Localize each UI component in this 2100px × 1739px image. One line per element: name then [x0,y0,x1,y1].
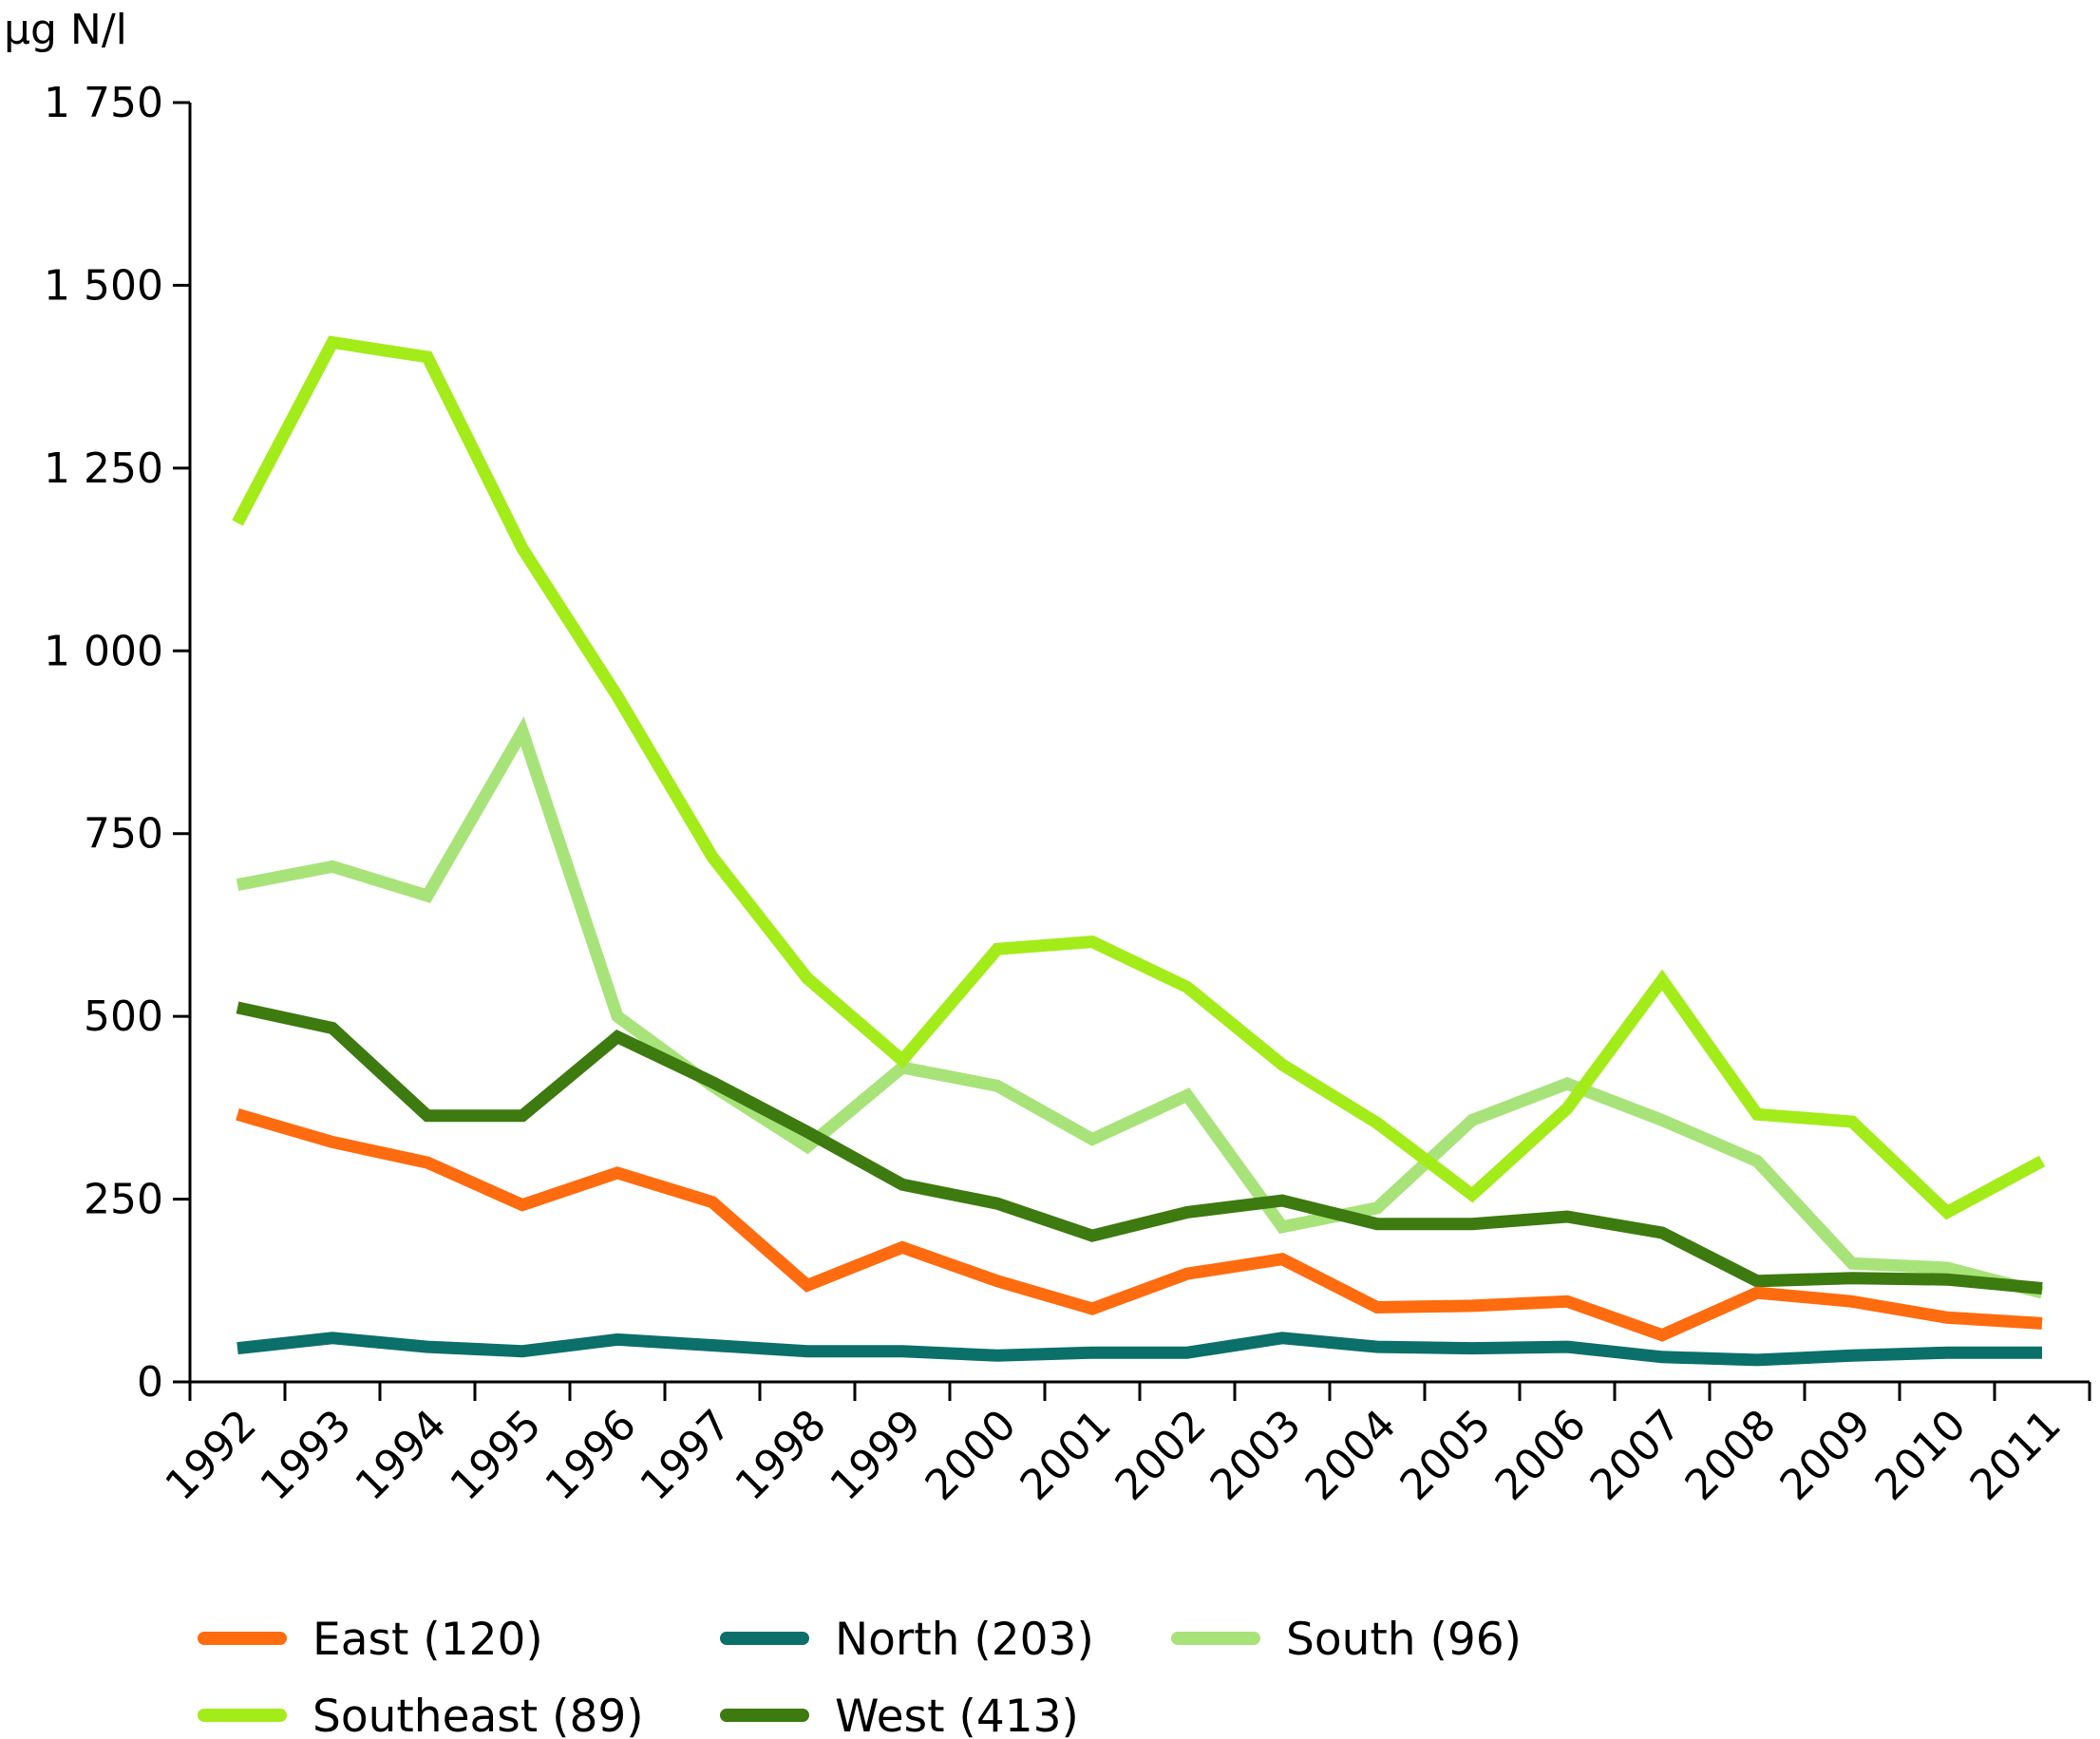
y-axis-title: µg N/l [4,6,127,54]
x-tick-label: 1993 [252,1401,361,1510]
x-tick-label: 1996 [537,1401,646,1510]
y-tick-label: 250 [84,1176,163,1224]
x-tick-label: 1992 [157,1401,266,1510]
series-line [236,1001,2043,1295]
y-tick-label: 0 [137,1358,163,1407]
y-axis: 0 250 500 750 1 000 1 250 1 500 1 750 [44,79,192,1407]
x-tick-label: 2008 [1676,1401,1786,1510]
y-tick-label: 500 [84,992,163,1041]
y-tick-label: 750 [84,810,163,859]
legend: East (120) North (203) South (96) Southeast… [198,1614,1522,1739]
x-tick-label: 2004 [1296,1401,1406,1510]
y-tick-label: 1 000 [44,627,163,675]
x-tick-label: 1998 [727,1401,836,1510]
y-tick-label: 1 500 [44,261,163,310]
series-line [232,335,2046,1220]
y-tick-label: 1 750 [44,79,163,127]
legend-label: West (413) [835,1691,1079,1739]
x-tick-label: 2005 [1391,1401,1501,1510]
x-tick-label: 1999 [822,1401,931,1510]
legend-label: South (96) [1286,1614,1522,1666]
x-tick-label: 2002 [1107,1401,1216,1510]
x-tick-label: 2000 [917,1401,1026,1510]
series-line [236,1108,2043,1342]
x-tick-label: 2007 [1581,1401,1691,1510]
legend-label: North (203) [835,1614,1094,1666]
x-tick-label: 2001 [1012,1401,1121,1510]
x-tick-label: 1997 [632,1401,741,1510]
x-tick-label: 2003 [1201,1401,1311,1510]
x-tick-label: 2006 [1486,1401,1596,1510]
series-line [236,1332,2042,1367]
x-tick-label: 1995 [442,1401,551,1510]
legend-label: Southeast (89) [312,1691,644,1739]
x-axis: 1992199319941995199619971998199920002001… [157,1380,2091,1510]
legend-label: East (120) [312,1614,543,1666]
x-tick-label: 2011 [1961,1401,2071,1510]
y-tick-label: 1 250 [44,444,163,493]
x-tick-label: 2010 [1866,1401,1976,1510]
x-tick-label: 2009 [1771,1401,1881,1510]
x-tick-label: 1994 [347,1401,456,1510]
series-lines [232,335,2046,1367]
series-line [236,716,2044,1299]
